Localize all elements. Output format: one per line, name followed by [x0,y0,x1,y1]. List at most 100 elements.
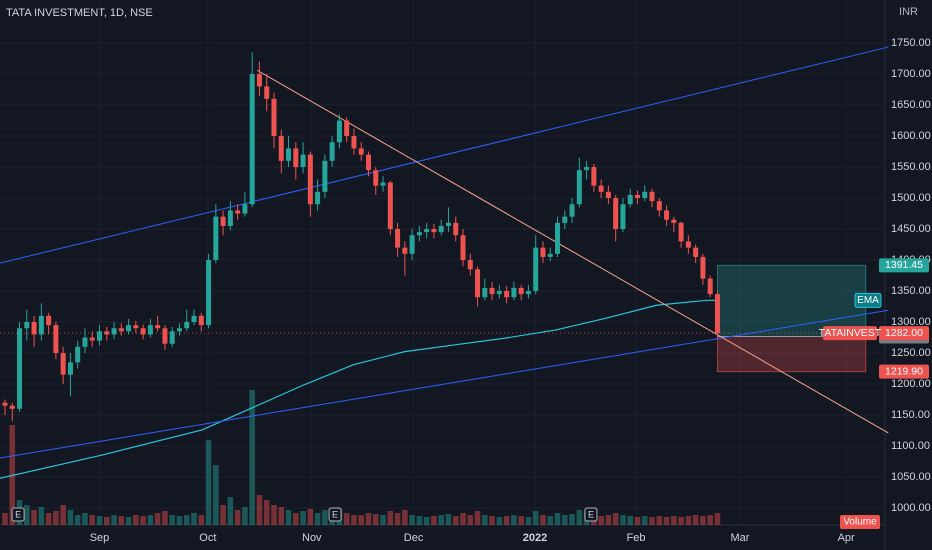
volume-bar [685,516,692,525]
candle-body [315,191,321,205]
volume-bar [249,390,255,525]
volume-bar [372,514,379,525]
ema-badge-label: EMA [857,295,879,306]
candle-body [46,315,52,326]
price-badge [879,258,929,273]
candle-body [140,328,146,335]
volume-bar [612,513,619,525]
candle-body [155,325,161,329]
volume-bar [416,516,423,525]
volume-bar [89,515,96,525]
volume-bar [649,517,655,525]
y-tick-label: 1250.00 [891,347,931,359]
volume-bar [191,513,197,525]
candle-body [184,322,190,329]
candle-body [358,148,364,155]
candle-body [249,74,255,205]
candle-body [344,120,350,137]
volume-bar [2,513,8,525]
volume-bar [31,510,37,525]
y-tick-label: 1600.00 [891,130,931,142]
candle-body [126,325,132,332]
volume-bar [45,513,52,525]
chart-title: TATA INVESTMENT, 1D, NSE [6,7,153,19]
event-label: E [588,509,594,519]
ema-badge [854,292,882,308]
volume-bar [605,515,612,525]
volume-bar [140,516,146,525]
volume-bar [307,509,314,525]
candle-body [242,204,248,214]
trend-line [0,46,889,264]
candle-body [634,194,640,199]
volume-bar [445,514,452,525]
event-marker [11,507,25,522]
volume-bar [198,515,205,525]
candle-body [424,229,430,233]
candle-body [329,142,335,161]
candle-body [482,287,488,298]
volume-bar [67,510,74,525]
candle-body [380,182,386,186]
price-badge-label: 1282.00 [885,327,923,339]
candle-body [118,328,124,332]
candle-body [162,328,168,344]
volume-bar [263,500,270,525]
candle-body [351,136,357,149]
volume-bar [627,516,634,525]
volume-bar [518,516,524,525]
volume-bar [576,510,583,525]
event-marker [584,507,598,522]
candle-body [555,222,561,254]
candle-body [496,291,502,295]
volume-badge-label: Volume [843,517,877,528]
candle-body [133,325,139,329]
currency: INR [899,6,918,18]
candle-body [264,86,270,99]
candle-body [540,247,546,257]
volume-bar [103,517,110,525]
candle-body [38,315,44,335]
candle-body [111,328,117,335]
candle-body [9,405,15,409]
volume-bar [598,516,604,525]
candle-body [176,328,182,332]
volume-bar [213,465,219,525]
volume-bar [489,516,495,525]
volume-bar [387,511,394,525]
y-tick-label: 1750.00 [891,37,931,49]
volume-bar [125,517,132,525]
volume-bar [60,505,66,525]
y-tick-label: 1550.00 [891,161,931,173]
candle-body [627,194,633,205]
volume-bar [53,511,59,525]
volume-bar [692,515,699,525]
candle-body [562,216,568,223]
volume-bar [511,515,517,525]
candle-body [402,247,408,254]
candle-body [664,210,670,220]
candle-body [366,154,371,171]
x-tick-label: Dec [404,532,424,544]
volume-bar [365,513,372,525]
volume-bar [438,515,444,525]
candle-body [598,185,604,192]
volume-bar [118,516,125,525]
candle-body [31,322,37,335]
candle-body [605,191,611,199]
candle-body [576,170,582,205]
candle-body [24,322,30,329]
price-badge [823,326,877,341]
candle-body [395,229,401,248]
y-tick-label: 1000.00 [891,502,931,514]
x-tick-label: Apr [838,532,855,544]
volume-bar [634,517,641,525]
y-tick-label: 1150.00 [891,409,930,421]
volume-bar [351,515,357,525]
volume-bar [467,515,474,525]
y-tick-label: 1100.00 [891,440,930,452]
candle-body [60,353,66,375]
candle-body [2,402,8,406]
candle-body [656,201,662,211]
